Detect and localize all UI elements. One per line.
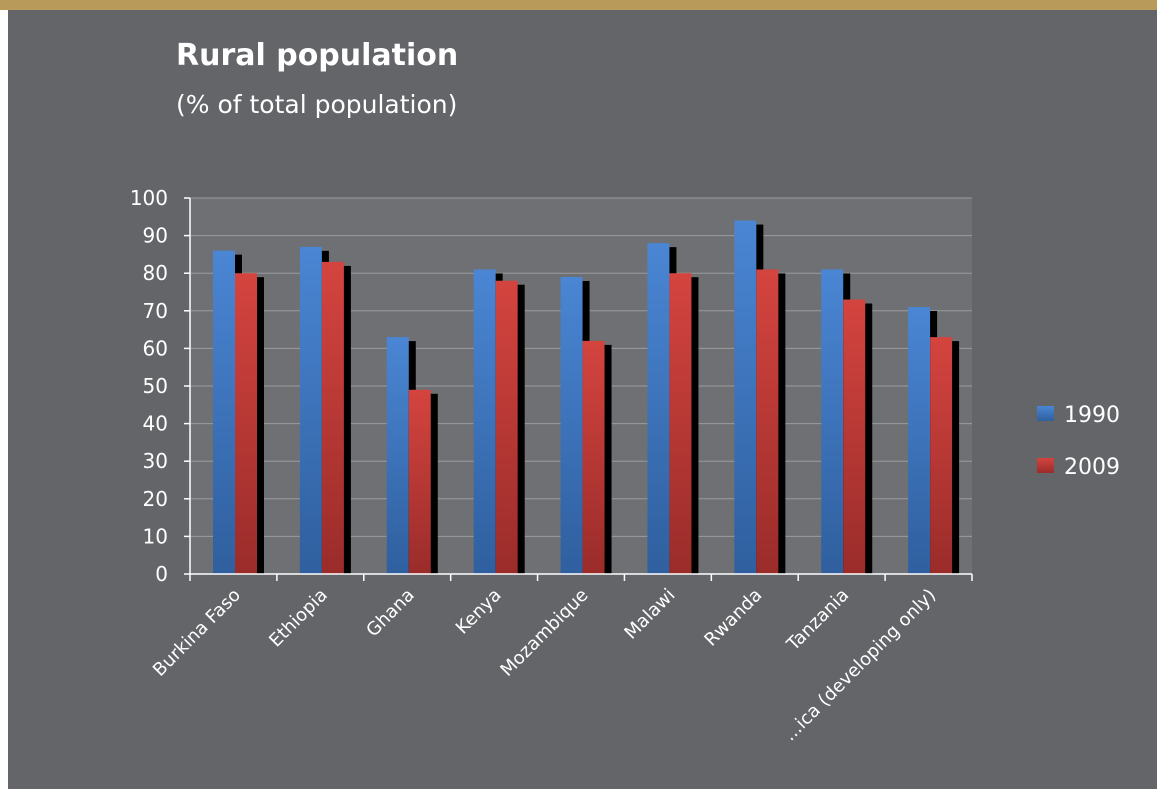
x-tick-label: Kenya (452, 585, 506, 639)
y-tick-label: 0 (155, 562, 168, 586)
bar-2009 (321, 261, 344, 574)
y-tick-label: 80 (143, 261, 168, 285)
bar-1990 (213, 250, 235, 574)
y-axis-tick-labels: 0 10 20 30 40 50 60 70 80 90 100 (130, 186, 168, 586)
bar-1990 (386, 337, 409, 574)
y-tick-label: 50 (143, 374, 168, 398)
y-tick-label: 60 (143, 336, 168, 360)
legend-swatch-2009 (1037, 458, 1054, 473)
bars-group (213, 220, 960, 574)
bar-2009 (756, 269, 779, 574)
bar-2009 (843, 299, 866, 574)
axes-group (189, 198, 973, 581)
y-tick-label: 90 (143, 224, 168, 248)
x-axis-tick-labels: Burkina Faso Ethiopia Ghana KenyaMozambique… (149, 585, 940, 746)
top-accent-bar (0, 0, 1157, 10)
bar-1990 (299, 246, 322, 574)
bar-1990 (560, 276, 583, 574)
y-tick-label: 100 (130, 186, 168, 210)
x-tick-label: ...ica (developing only) (779, 585, 940, 746)
chart-subtitle: (% of total population) (176, 90, 458, 119)
bar-2009 (582, 340, 605, 574)
legend: 1990 2009 (1037, 403, 1120, 480)
bar-2009 (235, 273, 257, 574)
bar-1990 (821, 269, 844, 574)
y-tick-label: 40 (143, 412, 168, 436)
x-tick-label: Malawi (621, 585, 680, 644)
legend-label-2009: 2009 (1064, 455, 1120, 480)
y-tick-label: 20 (143, 487, 168, 511)
bar-2009 (495, 280, 518, 574)
x-tick-label: Mozambique (496, 585, 592, 681)
bar-1990 (908, 307, 931, 574)
legend-swatch-1990 (1037, 406, 1054, 421)
y-tick-label: 30 (143, 449, 168, 473)
x-tick-label: Burkina Faso (149, 585, 245, 681)
bar-1990 (734, 220, 757, 574)
y-tick-label: 10 (143, 524, 168, 548)
bar-2009 (669, 273, 692, 574)
legend-label-1990: 1990 (1064, 403, 1120, 428)
x-tick-label: Tanzania (782, 585, 853, 656)
x-tick-label: Rwanda (700, 585, 766, 651)
bar-1990 (473, 269, 496, 574)
y-tick-label: 70 (143, 299, 168, 323)
x-tick-label: Ghana (362, 585, 418, 641)
chart-title: Rural population (176, 38, 459, 73)
bar-2009 (408, 389, 431, 574)
bar-2009 (930, 337, 953, 574)
x-tick-label: Ethiopia (265, 585, 332, 652)
bar-1990 (647, 243, 670, 574)
